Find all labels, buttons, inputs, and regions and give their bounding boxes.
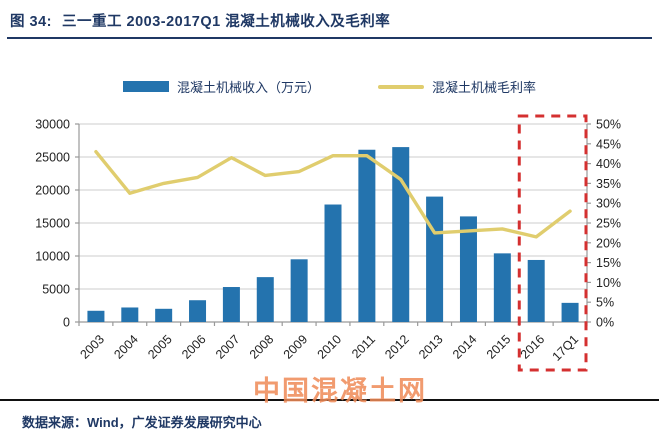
y-axis-label-right: 30% — [596, 197, 621, 211]
x-axis-label: 2011 — [349, 332, 378, 361]
footer-divider — [0, 399, 659, 401]
x-axis-label: 2010 — [315, 332, 345, 362]
y-axis-label-left: 25000 — [35, 151, 70, 165]
bar-2007 — [222, 287, 240, 322]
bar-2009 — [290, 259, 308, 322]
legend-item-revenue: 混凝土机械收入（万元） — [122, 77, 320, 96]
chart-legend: 混凝土机械收入（万元） 混凝土机械毛利率 — [0, 77, 659, 96]
bar-2005 — [155, 308, 173, 322]
y-axis-label-right: 15% — [596, 256, 621, 270]
y-axis-label-right: 20% — [596, 236, 621, 250]
bar-2012 — [392, 147, 410, 322]
figure-title-text: 三一重工 2003-2017Q1 混凝土机械收入及毛利率 — [62, 14, 391, 30]
title-divider — [7, 37, 652, 39]
bar-2014 — [459, 216, 477, 322]
watermark-text: 中国混凝土网 — [253, 376, 427, 406]
y-axis-label-left: 0 — [63, 316, 70, 330]
revenue-bar-swatch — [122, 81, 169, 92]
bar-2016 — [527, 259, 545, 322]
margin-line — [94, 150, 572, 239]
y-axis-label-right: 50% — [596, 118, 621, 132]
y-axis-label-left: 15000 — [35, 217, 70, 231]
x-axis-label: 2007 — [213, 332, 243, 362]
x-axis-label: 2004 — [111, 332, 141, 362]
legend-item-margin: 混凝土机械毛利率 — [378, 77, 536, 96]
x-axis-label: 2008 — [247, 332, 277, 362]
x-axis-label: 17Q1 — [550, 332, 582, 364]
bar-17Q1 — [561, 302, 579, 322]
bar-2010 — [324, 204, 342, 322]
y-axis-label-left: 10000 — [35, 250, 70, 264]
y-axis-label-right: 40% — [596, 157, 621, 171]
bar-2011 — [358, 149, 376, 322]
data-source-text: 数据来源：Wind，广发证券发展研究中心 — [22, 415, 262, 430]
y-axis-label-right: 5% — [596, 296, 614, 310]
bar-2008 — [256, 277, 274, 322]
legend-revenue-label: 混凝土机械收入（万元） — [176, 80, 320, 95]
figure-title: 图 34: 三一重工 2003-2017Q1 混凝土机械收入及毛利率 — [10, 10, 390, 31]
y-axis-label-right: 0% — [596, 316, 614, 330]
legend-margin-label: 混凝土机械毛利率 — [432, 80, 537, 95]
y-axis-label-left: 5000 — [42, 283, 70, 297]
x-axis-label: 2003 — [77, 332, 107, 362]
margin-line-swatch — [378, 84, 424, 89]
x-axis-label: 2014 — [450, 332, 480, 362]
x-axis-label: 2013 — [416, 332, 446, 362]
x-axis-label: 2006 — [179, 332, 209, 362]
x-axis-label: 2005 — [145, 332, 175, 362]
highlight-box — [517, 114, 588, 372]
x-axis-label: 2012 — [382, 332, 412, 362]
x-axis-label: 2009 — [281, 332, 311, 362]
x-axis-label: 2016 — [518, 332, 548, 362]
bar-2013 — [426, 196, 444, 322]
combo-chart: 0 5000 10000 15000 20000 25000 30000 0% 5% 10% 15%… — [35, 114, 621, 372]
bar-2006 — [189, 300, 207, 322]
y-axis-label-right: 25% — [596, 217, 621, 231]
bar-2003 — [87, 310, 105, 322]
y-axis-label-right: 45% — [596, 137, 621, 151]
bar-2015 — [493, 253, 511, 322]
y-axis-label-left: 30000 — [35, 118, 70, 132]
x-axis-label: 2015 — [484, 332, 514, 362]
bar-2004 — [121, 307, 139, 322]
figure-number-label: 图 34: — [10, 14, 52, 30]
y-axis-label-right: 35% — [596, 177, 621, 191]
y-axis-label-left: 20000 — [35, 184, 70, 198]
y-axis-label-right: 10% — [596, 276, 621, 290]
